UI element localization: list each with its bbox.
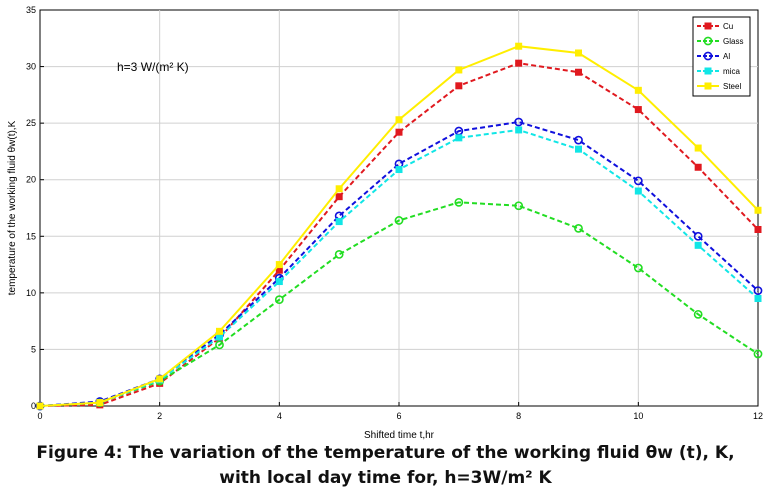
data-point-mica — [216, 333, 223, 341]
x-tick-label: 8 — [516, 411, 521, 421]
x-tick-label: 0 — [37, 411, 42, 421]
data-point-glass — [514, 201, 524, 211]
data-point-mica — [694, 241, 702, 249]
data-point-cu — [335, 193, 343, 201]
legend-label-al: Al — [723, 52, 730, 61]
data-point-mica — [634, 187, 642, 195]
y-tick-label: 20 — [26, 175, 36, 185]
data-point-glass — [334, 249, 344, 259]
legend-label-glass: Glass — [723, 37, 743, 46]
data-point-glass — [574, 223, 583, 233]
data-point-al — [574, 135, 583, 145]
x-axis-title: Shifted time t,hr — [364, 430, 435, 440]
figure-caption-line-1: Figure 4: The variation of the temperatu… — [36, 443, 735, 463]
legend-marker-steel — [704, 82, 712, 90]
y-tick-label: 35 — [26, 5, 36, 15]
data-point-steel — [335, 185, 343, 193]
data-point-glass — [215, 340, 224, 350]
data-point-glass — [633, 263, 643, 273]
legend-label-steel: Steel — [723, 82, 741, 91]
data-point-al — [514, 117, 524, 127]
data-point-mica — [275, 278, 283, 286]
data-point-steel — [275, 261, 283, 269]
x-tick-label: 12 — [753, 411, 763, 421]
x-tick-label: 6 — [396, 411, 401, 421]
data-point-steel — [96, 399, 104, 407]
tick-labels: 0 2 4 6 8 10 12 0 5 10 15 20 25 30 35 — [26, 5, 763, 421]
legend-box — [692, 16, 751, 97]
data-point-glass — [394, 216, 404, 225]
data-point-cu — [754, 225, 762, 233]
data-point-steel — [455, 66, 463, 74]
data-point-steel — [515, 42, 523, 50]
data-point-glass — [693, 309, 703, 319]
legend-marker-al — [703, 51, 713, 61]
data-point-mica — [455, 134, 463, 142]
y-tick-label: 10 — [26, 288, 36, 298]
data-point-glass — [274, 295, 284, 305]
y-tick-label: 30 — [26, 62, 36, 72]
legend-marker-glass — [703, 36, 713, 46]
x-tick-label: 2 — [157, 411, 162, 421]
figure-caption-line-2: with local day time for, h=3W/m² K — [219, 468, 552, 488]
data-point-steel — [156, 375, 164, 383]
data-point-steel — [395, 116, 403, 124]
data-point-mica — [395, 166, 403, 174]
legend-label-mica: mica — [723, 67, 740, 76]
data-point-al — [633, 176, 643, 186]
x-tick-label: 4 — [277, 411, 282, 421]
legend-marker-cu — [704, 22, 712, 30]
data-point-mica — [515, 126, 523, 134]
y-tick-label: 0 — [31, 401, 36, 411]
data-point-steel — [575, 49, 582, 57]
x-tick-label: 10 — [633, 411, 643, 421]
data-point-steel — [36, 402, 44, 410]
data-point-glass — [454, 197, 464, 207]
data-point-cu — [395, 128, 403, 136]
data-point-glass — [753, 349, 763, 359]
data-point-mica — [575, 145, 582, 153]
legend: Cu Glass Al mica Steel — [692, 16, 751, 97]
data-point-al — [753, 286, 763, 295]
data-point-cu — [575, 68, 582, 76]
data-point-steel — [216, 327, 223, 335]
data-point-cu — [455, 82, 463, 90]
data-point-steel — [634, 86, 642, 94]
legend-marker-mica — [704, 67, 712, 75]
data-point-steel — [754, 206, 762, 214]
annotation-text: h=3 W/(m² K) — [117, 60, 189, 74]
y-tick-label: 15 — [26, 231, 36, 241]
y-tick-label: 5 — [31, 344, 36, 354]
y-axis-title: temperature of the working fluid θw(t),K — [7, 120, 18, 295]
series-lines — [35, 42, 763, 411]
data-point-mica — [754, 295, 762, 303]
data-point-cu — [694, 163, 702, 171]
data-point-cu — [515, 59, 523, 67]
data-point-al — [693, 231, 703, 241]
data-point-steel — [694, 144, 702, 152]
line-chart: 0 2 4 6 8 10 12 0 5 10 15 20 25 30 35 h=3 W/(m² K) Cu G… — [7, 5, 763, 440]
legend-label-cu: Cu — [723, 22, 733, 31]
y-tick-label: 25 — [26, 118, 36, 128]
data-point-cu — [634, 106, 642, 114]
series-steel — [36, 42, 762, 410]
data-point-mica — [335, 218, 343, 226]
